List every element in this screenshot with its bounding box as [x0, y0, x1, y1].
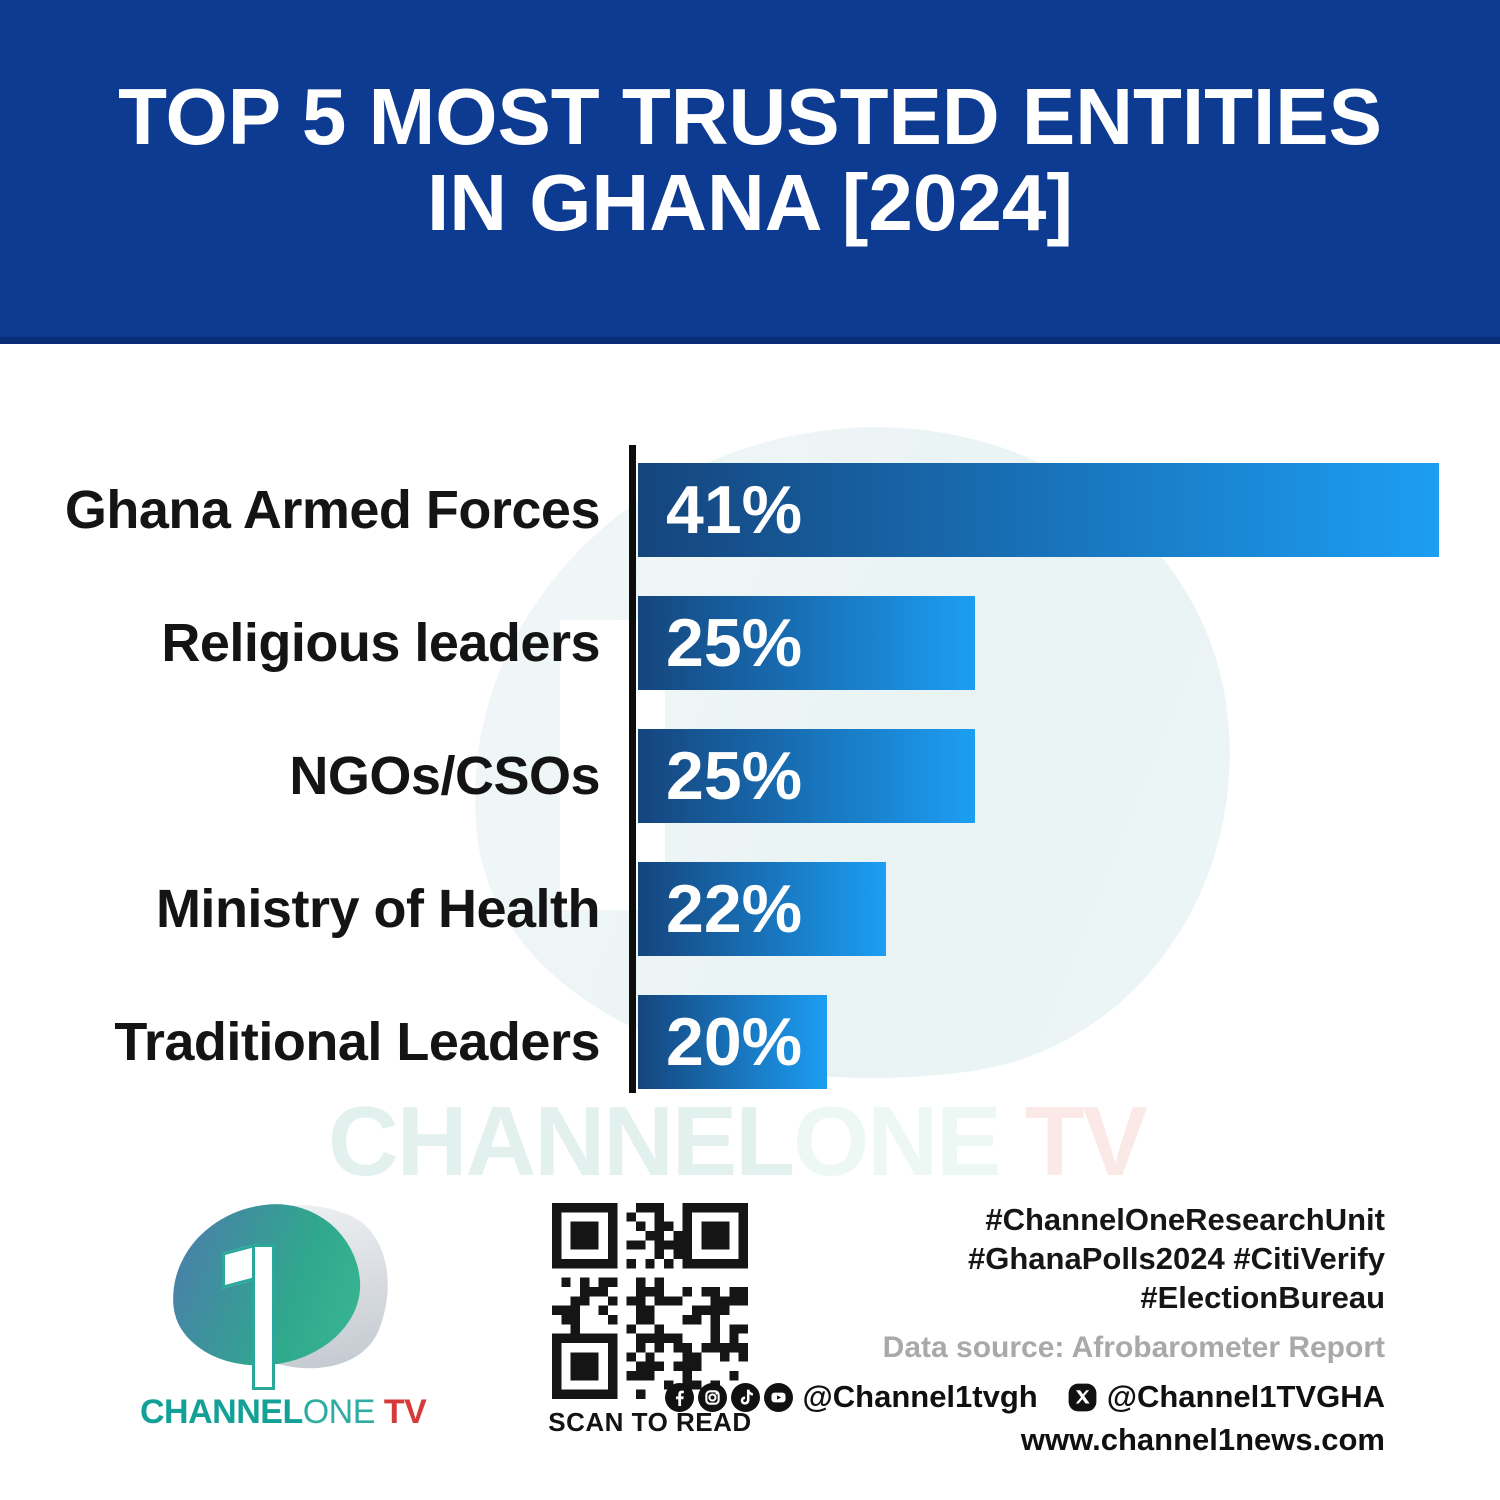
bar-value-label: 25%	[666, 738, 803, 814]
hashtag-line1: #ChannelOneResearchUnit	[985, 1202, 1385, 1237]
hashtag-line3: #ElectionBureau	[1140, 1280, 1385, 1315]
bar-value-label: 25%	[666, 605, 803, 681]
bar-ministry-of-health: 22%	[638, 862, 886, 956]
wordmark-channel: CHANNEL	[140, 1393, 303, 1431]
channel-one-logo-numeral-stem	[252, 1244, 275, 1390]
bar-religious-leaders: 25%	[638, 596, 975, 690]
qr-caption: SCAN TO READ	[548, 1407, 752, 1437]
category-label-traditional-leaders: Traditional Leaders	[114, 1012, 600, 1072]
watermark-tv: TV	[999, 1086, 1148, 1196]
channel-one-text-watermark: CHANNELONE TV	[328, 1085, 1148, 1198]
youtube-icon	[763, 1382, 793, 1412]
category-label-ngos-csos: NGOs/CSOs	[289, 746, 600, 806]
bar-value-label: 20%	[666, 1004, 803, 1080]
category-label-ministry-of-health: Ministry of Health	[155, 879, 601, 939]
channel-one-wordmark: CHANNELONE TV	[140, 1393, 560, 1432]
wordmark-tv: TV	[374, 1393, 427, 1431]
header-banner: TOP 5 MOST TRUSTED ENTITIES IN GHANA [20…	[0, 0, 1500, 344]
bar-value-label: 41%	[666, 472, 803, 548]
facebook-icon	[664, 1382, 694, 1412]
x-icon	[1068, 1383, 1097, 1411]
page-title-line1: TOP 5 MOST TRUSTED ENTITIES	[118, 72, 1382, 161]
qr-code-svg	[552, 1203, 748, 1399]
wordmark-one: ONE	[302, 1393, 376, 1431]
bar-value-label: 22%	[666, 871, 803, 947]
instagram-icon	[697, 1382, 727, 1412]
social-handle-main: @Channel1tvgh	[802, 1379, 1038, 1414]
hashtags-block: #ChannelOneResearchUnit #GhanaPolls2024 …	[968, 1200, 1385, 1317]
data-source-note: Data source: Afrobarometer Report	[882, 1331, 1385, 1364]
social-handle-x: @Channel1TVGHA	[1106, 1379, 1385, 1414]
chart-axis-line	[629, 445, 636, 1093]
website-url: www.channel1news.com	[1020, 1422, 1385, 1457]
category-label-religious-leaders: Religious leaders	[161, 613, 600, 673]
hashtag-line2: #GhanaPolls2024 #CitiVerify	[968, 1241, 1385, 1276]
qr-code	[552, 1203, 748, 1399]
watermark-one: ONE	[793, 1086, 1001, 1196]
social-row: @Channel1tvgh @Channel1TVGHA	[661, 1379, 1385, 1414]
category-label-ghana-armed-forces: Ghana Armed Forces	[64, 480, 601, 540]
bar-ghana-armed-forces: 41%	[638, 463, 1439, 557]
bar-traditional-leaders: 20%	[638, 995, 827, 1089]
bar-ngos-csos: 25%	[638, 729, 975, 823]
page-title-line2: IN GHANA [2024]	[426, 158, 1074, 247]
watermark-channel: CHANNEL	[328, 1086, 795, 1196]
tiktok-icon	[730, 1382, 760, 1412]
